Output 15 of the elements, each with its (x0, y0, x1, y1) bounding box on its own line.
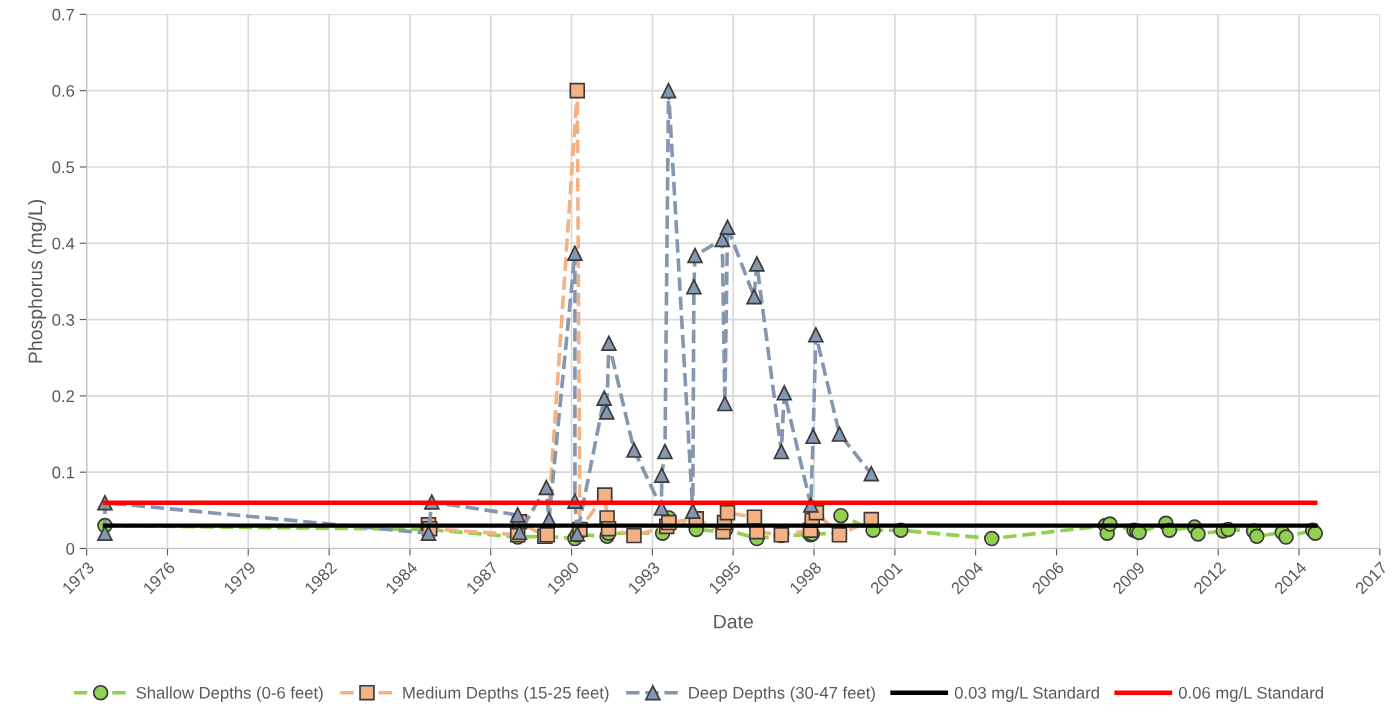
y-axis-title: Phosphorus (mg/L) (28, 199, 47, 363)
y-tick-label: 0.4 (52, 237, 75, 250)
legend-label: Deep Depths (30-47 feet) (689, 686, 875, 702)
legend-label: 0.06 mg/L Standard (1178, 686, 1323, 702)
legend-label: Shallow Depths (0-6 feet) (136, 686, 323, 702)
y-tick-label: 0.3 (52, 313, 75, 326)
y-tick-label: 0.2 (52, 390, 75, 403)
y-tick-label: 0.6 (52, 85, 75, 97)
legend-label: 0.03 mg/L Standard (954, 686, 1099, 702)
y-tick-label: 0.5 (52, 161, 75, 174)
y-tick-label: 0.7 (52, 8, 75, 21)
legend-label: Medium Depths (15-25 feet) (403, 686, 609, 702)
y-tick-label: 0 (66, 542, 75, 555)
x-axis-title: Date (714, 614, 753, 629)
y-tick-label: 0.1 (52, 466, 75, 479)
